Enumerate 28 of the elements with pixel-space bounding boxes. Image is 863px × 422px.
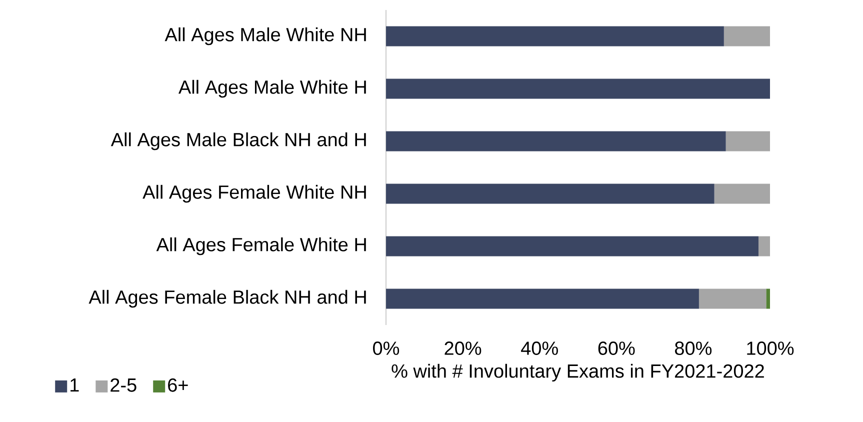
y-tick-label: All Ages Male Black NH and H [110,132,366,150]
x-axis-title: % with # Involuntary Exams in FY2021-2022 [392,364,764,382]
bar [386,184,714,204]
x-tick-label: 80% [675,342,712,355]
x-tick-label: 40% [521,342,558,355]
x-tick-label: 100% [747,342,794,355]
x-tick-label: 60% [598,342,635,355]
bar [766,288,770,309]
bar [726,131,770,152]
y-tick-label: All Ages Female White H [156,237,366,256]
bar [386,288,699,309]
bar [714,184,770,204]
bar [386,131,726,152]
legend-label: 1 [70,378,79,392]
bar [386,78,770,99]
y-tick-label: All Ages Male White NH [164,27,366,46]
y-tick-label: All Ages Male White H [178,80,366,98]
bar [758,236,770,256]
bar [386,26,724,46]
legend-label: 2-5 [110,378,136,392]
bar [386,236,758,256]
bar [698,288,766,309]
legend-label: 6+ [168,378,188,392]
y-tick-label: All Ages Female White NH [142,184,366,203]
x-tick-label: 0% [373,342,400,355]
x-tick-label: 20% [444,342,482,355]
y-tick-label: All Ages Female Black NH and H [88,290,366,308]
bar [724,26,770,46]
